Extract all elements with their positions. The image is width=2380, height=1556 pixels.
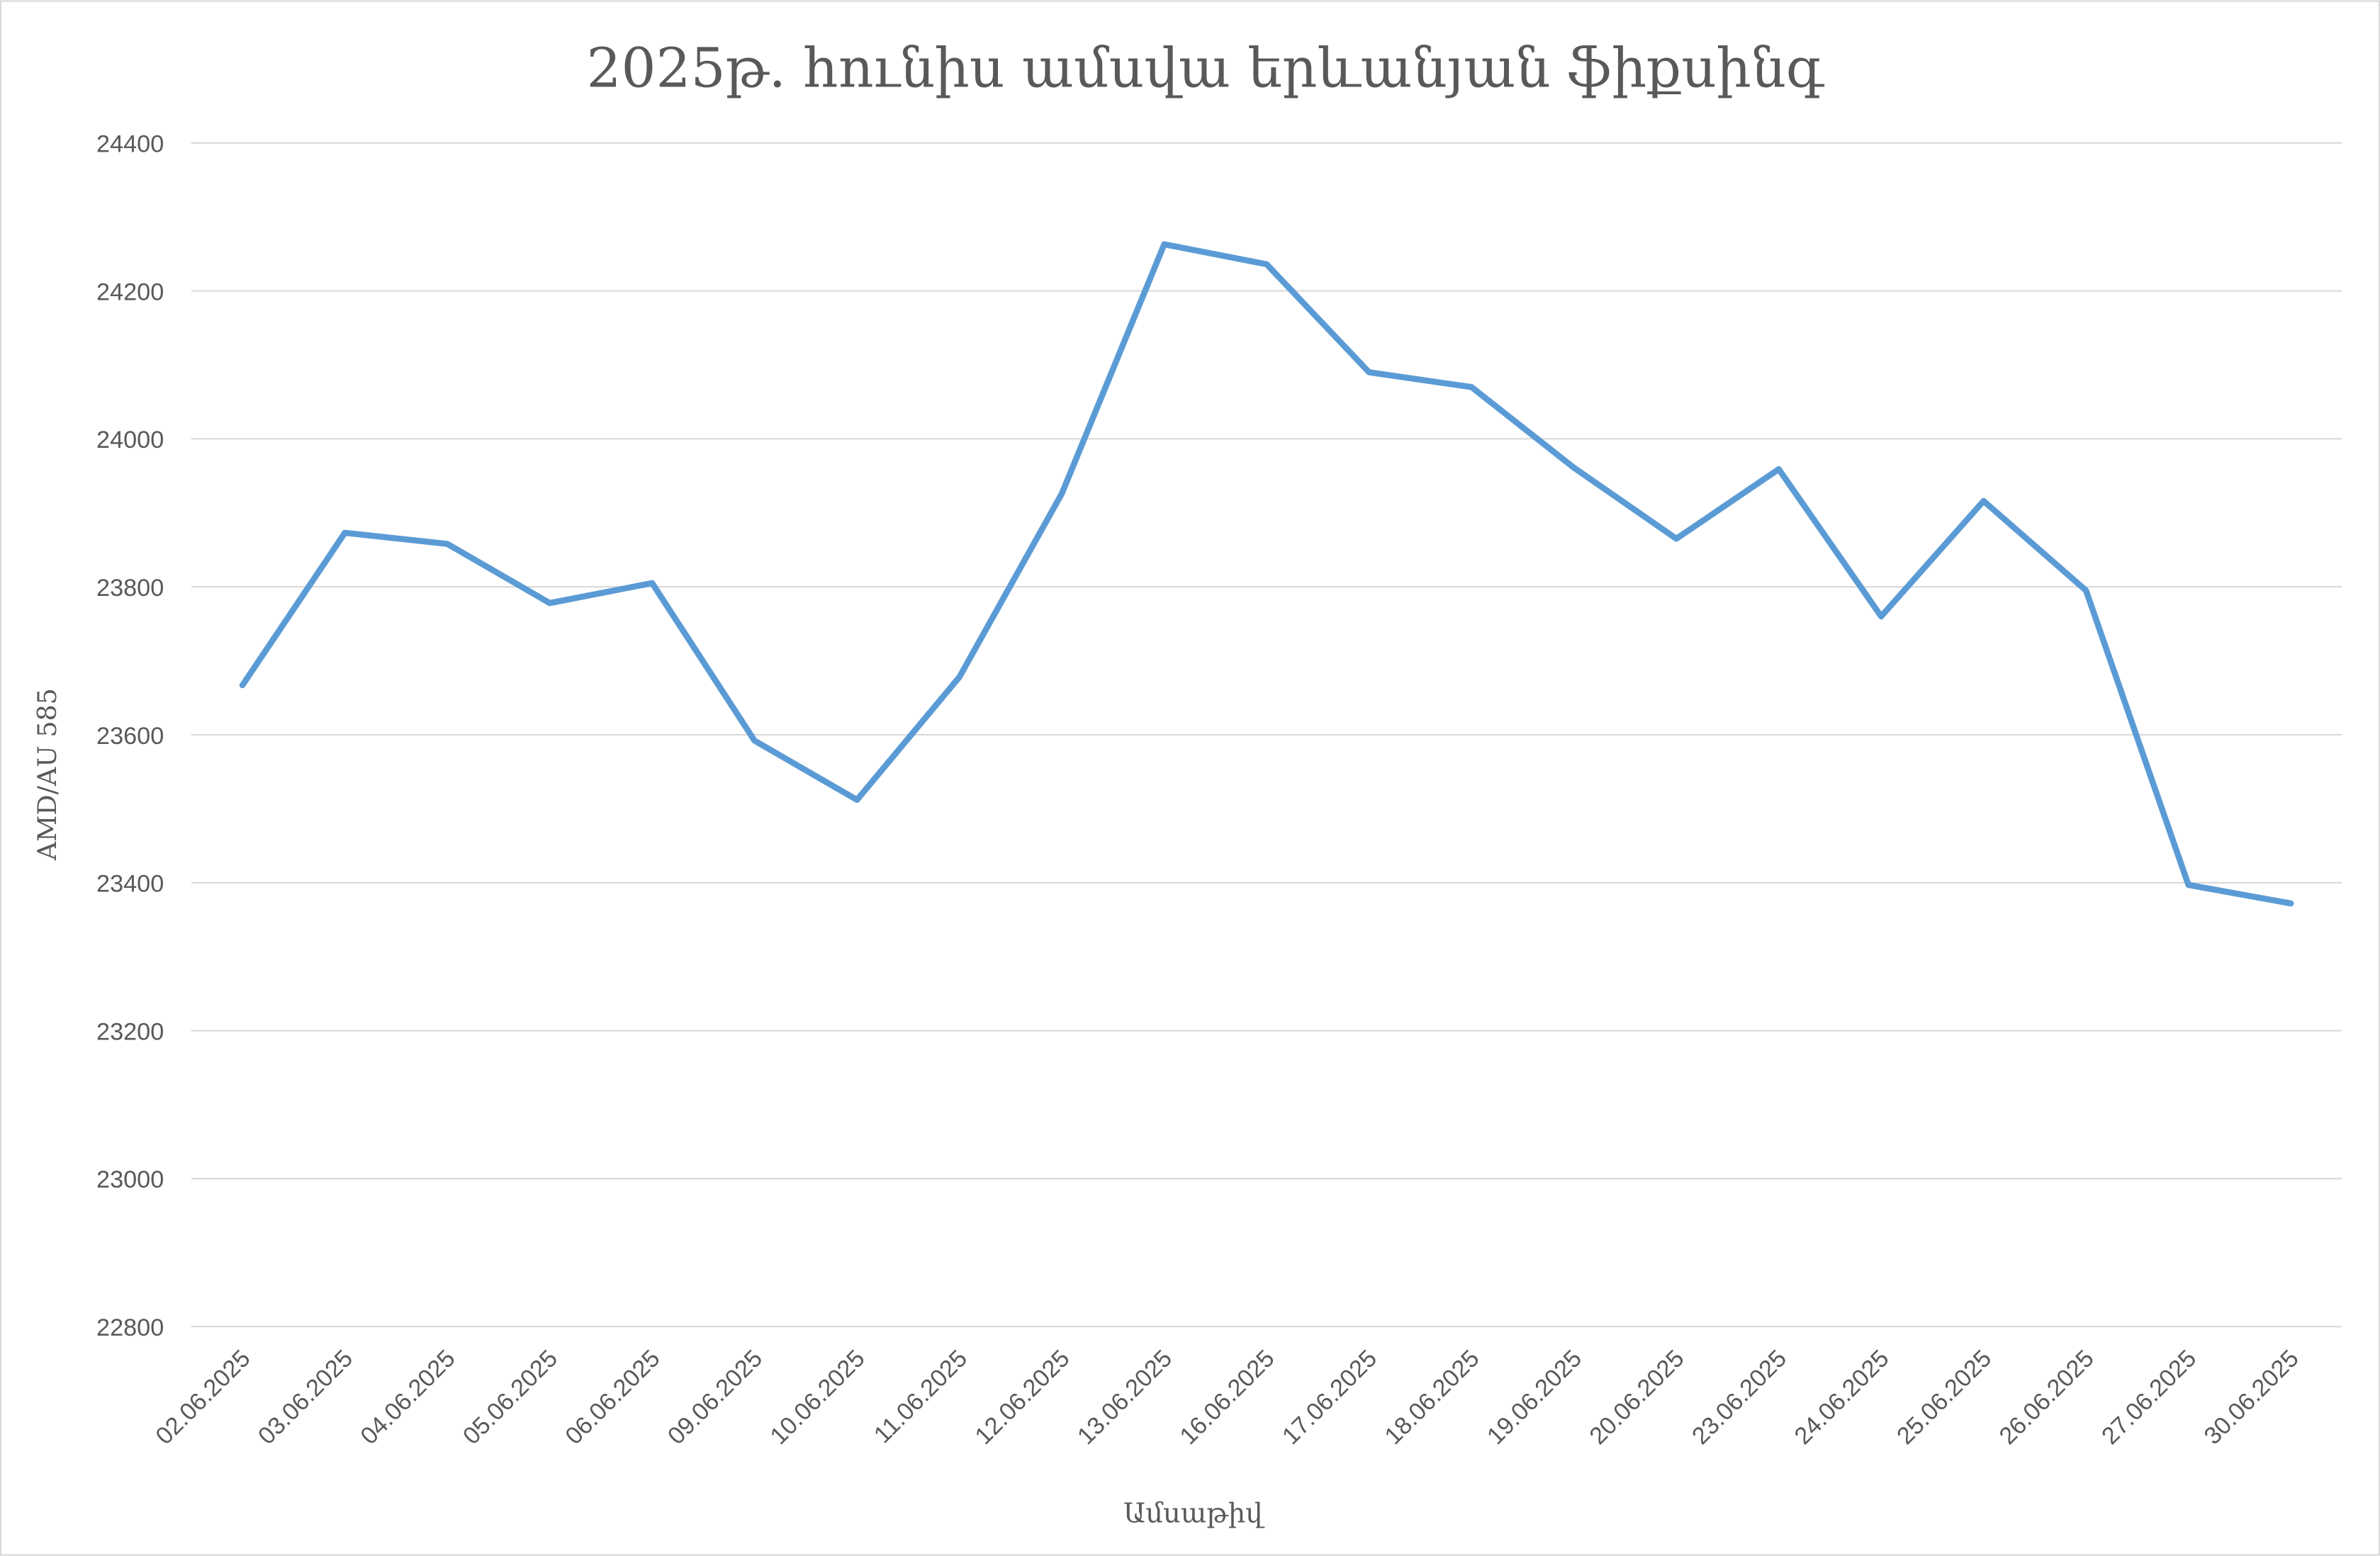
x-axis-label: Ամսաթիվ: [1123, 1497, 1265, 1529]
y-tick-label: 22800: [96, 1314, 164, 1341]
y-tick-label: 24200: [96, 278, 164, 305]
data-line: [239, 241, 2294, 907]
y-tick-label: 24400: [96, 131, 164, 158]
y-axis-label: AMD/AU 585: [32, 688, 62, 861]
y-tick-label: 23600: [96, 723, 164, 750]
y-tick-label: 23800: [96, 575, 164, 602]
y-tick-label: 23400: [96, 871, 164, 898]
y-tick-label: 23200: [96, 1018, 164, 1045]
chart-title: 2025թ. հունիս ամսվա երևանյան ֆիքսինգ: [586, 37, 1824, 101]
y-tick-label: 23000: [96, 1166, 164, 1193]
y-tick-label: 24000: [96, 427, 164, 453]
